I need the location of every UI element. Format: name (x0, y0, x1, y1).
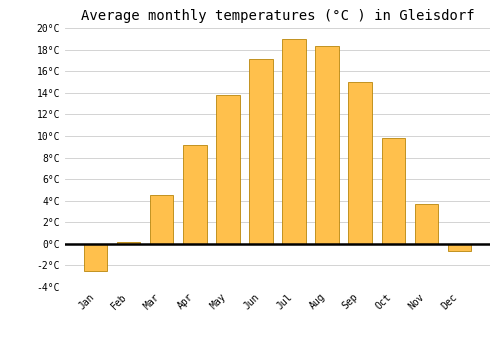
Bar (216, 95, 240, 244)
Bar (184, 145, 206, 244)
Bar (448, 244, 470, 251)
Bar (150, 195, 174, 244)
Title: Average monthly temperatures (°C ) in Gleisdorf: Average monthly temperatures (°C ) in Gl… (80, 9, 474, 23)
Bar (414, 204, 438, 244)
Bar (282, 39, 306, 244)
Bar (250, 59, 272, 244)
Bar (316, 46, 338, 244)
Bar (348, 82, 372, 244)
Bar (84, 244, 108, 271)
Bar (118, 241, 141, 244)
Bar (382, 138, 404, 244)
